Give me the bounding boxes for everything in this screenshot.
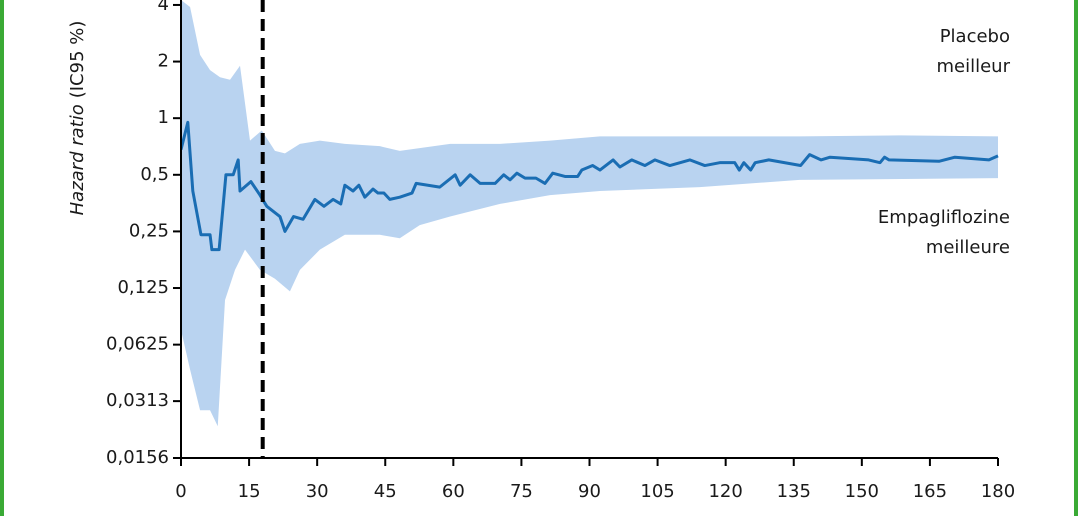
x-tick-label: 75: [510, 481, 533, 502]
x-tick-label: 120: [708, 481, 742, 502]
annotation: Empagliflozine: [878, 207, 1010, 228]
x-tick-label: 105: [640, 481, 674, 502]
annotation: meilleur: [937, 56, 1011, 77]
y-tick-label: 0,125: [117, 277, 169, 298]
y-tick-label: 0,0156: [106, 447, 169, 468]
y-tick-label: 0,0313: [106, 390, 169, 411]
x-tick-label: 90: [578, 481, 601, 502]
x-tick-label: 165: [913, 481, 947, 502]
y-tick-label: 0,5: [140, 164, 169, 185]
x-tick-label: 0: [175, 481, 186, 502]
annotation: meilleure: [926, 237, 1010, 258]
x-tick-label: 30: [306, 481, 329, 502]
hazard-line: [181, 120, 999, 252]
y-tick-label: 0,0625: [106, 334, 169, 355]
x-tick-label: 135: [777, 481, 811, 502]
ci-band: [181, 0, 998, 427]
annotation: Placebo: [940, 26, 1010, 47]
y-tick-label: 2: [158, 51, 169, 72]
x-tick-label: 180: [981, 481, 1015, 502]
x-tick-label: 150: [845, 481, 879, 502]
x-tick-label: 15: [238, 481, 261, 502]
y-tick-label: 1: [158, 107, 169, 128]
y-label-rest: (IC95 %): [67, 21, 88, 99]
y-tick-label: 0,25: [129, 220, 169, 241]
y-tick-label: 4: [158, 0, 169, 15]
x-tick-label: 45: [374, 481, 397, 502]
x-tick-label: 60: [442, 481, 465, 502]
y-label-italic: Hazard ratio: [67, 104, 88, 215]
plot-area: [181, 0, 999, 427]
y-axis-label: Hazard ratio (IC95 %): [67, 21, 88, 216]
